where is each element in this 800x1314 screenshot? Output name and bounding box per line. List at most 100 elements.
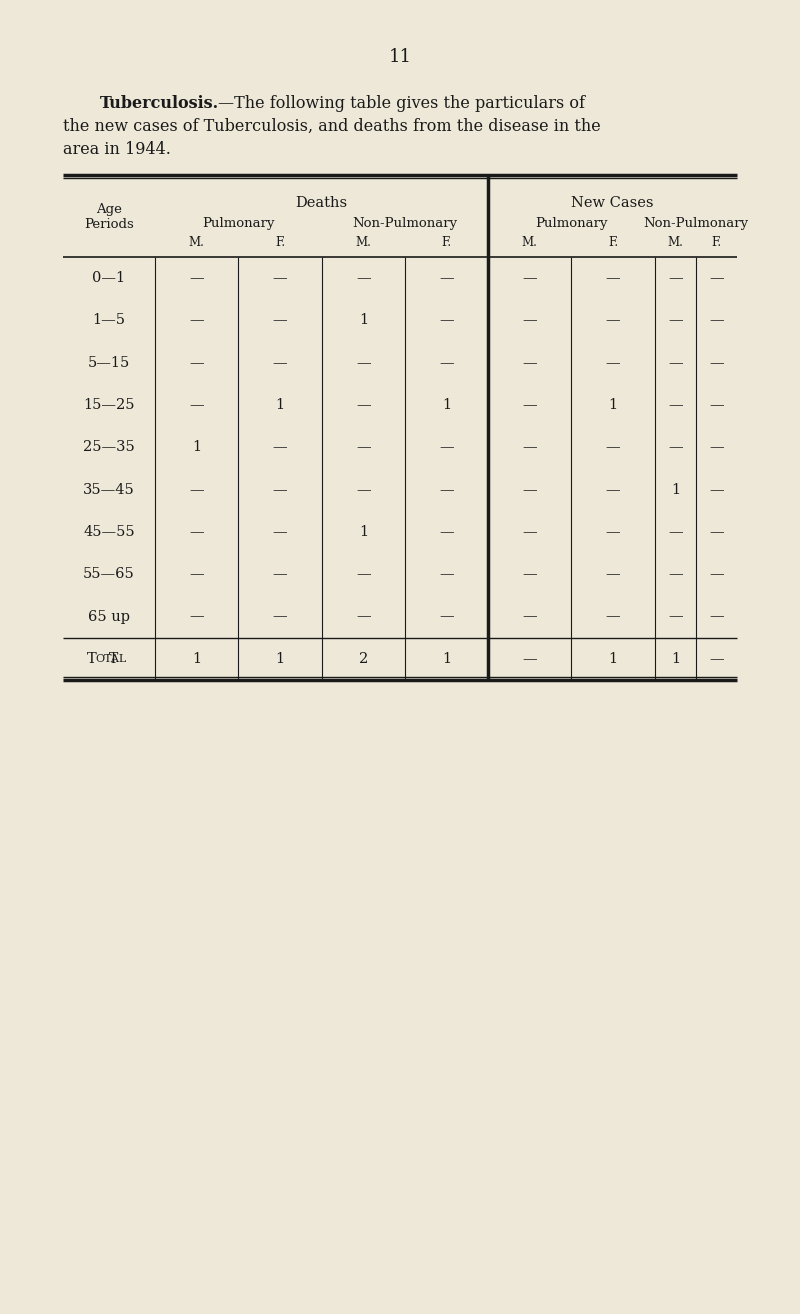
Text: 45—55: 45—55 (83, 526, 135, 539)
Text: —: — (439, 440, 454, 455)
Text: —: — (606, 526, 620, 539)
Text: —: — (356, 356, 371, 369)
Text: Tuberculosis.: Tuberculosis. (100, 95, 219, 112)
Text: —: — (356, 610, 371, 624)
Text: —: — (189, 398, 204, 413)
Text: 5—15: 5—15 (88, 356, 130, 369)
Text: —: — (273, 314, 287, 327)
Text: —: — (522, 356, 537, 369)
Text: 1: 1 (275, 652, 285, 666)
Text: —: — (668, 271, 683, 285)
Text: —: — (606, 568, 620, 581)
Text: —: — (273, 440, 287, 455)
Text: —: — (709, 482, 724, 497)
Text: —: — (709, 271, 724, 285)
Text: —: — (439, 568, 454, 581)
Text: —: — (668, 440, 683, 455)
Text: 65 up: 65 up (88, 610, 130, 624)
Text: —: — (709, 652, 724, 666)
Text: —: — (522, 652, 537, 666)
Text: Deaths: Deaths (295, 196, 347, 210)
Text: 1: 1 (359, 314, 368, 327)
Text: F.: F. (608, 235, 618, 248)
Text: —: — (709, 356, 724, 369)
Text: —: — (606, 314, 620, 327)
Text: T: T (109, 652, 118, 666)
Text: —: — (522, 482, 537, 497)
Text: —: — (273, 356, 287, 369)
Text: —: — (709, 440, 724, 455)
Text: —: — (273, 526, 287, 539)
Text: 11: 11 (389, 49, 411, 66)
Text: OTAL: OTAL (95, 654, 126, 664)
Text: —: — (439, 610, 454, 624)
Text: —: — (709, 526, 724, 539)
Text: —: — (709, 314, 724, 327)
Text: —: — (606, 356, 620, 369)
Text: 1: 1 (192, 652, 201, 666)
Text: Age
Periods: Age Periods (84, 202, 134, 231)
Text: —: — (439, 314, 454, 327)
Text: area in 1944.: area in 1944. (63, 141, 171, 158)
Text: New Cases: New Cases (571, 196, 654, 210)
Text: —: — (668, 398, 683, 413)
Text: M.: M. (355, 235, 371, 248)
Text: —: — (522, 440, 537, 455)
Text: —: — (189, 314, 204, 327)
Text: —: — (356, 482, 371, 497)
Text: —: — (522, 314, 537, 327)
Text: —: — (189, 271, 204, 285)
Text: 1—5: 1—5 (93, 314, 126, 327)
Text: —: — (606, 482, 620, 497)
Text: —: — (606, 440, 620, 455)
Text: 1: 1 (275, 398, 285, 413)
Text: 1: 1 (359, 526, 368, 539)
Text: 1: 1 (609, 652, 618, 666)
Text: —: — (189, 568, 204, 581)
Text: —: — (439, 356, 454, 369)
Text: —: — (668, 610, 683, 624)
Text: 15—25: 15—25 (83, 398, 134, 413)
Text: —: — (668, 526, 683, 539)
Text: 1: 1 (609, 398, 618, 413)
Text: 0—1: 0—1 (93, 271, 126, 285)
Text: 55—65: 55—65 (83, 568, 135, 581)
Text: —: — (439, 526, 454, 539)
Text: —: — (356, 440, 371, 455)
Text: 25—35: 25—35 (83, 440, 135, 455)
Text: —: — (356, 568, 371, 581)
Text: —: — (668, 356, 683, 369)
Text: F.: F. (275, 235, 285, 248)
Text: T: T (87, 652, 97, 666)
Text: —: — (522, 526, 537, 539)
Text: —: — (356, 271, 371, 285)
Text: 1: 1 (442, 652, 451, 666)
Text: 1: 1 (671, 482, 680, 497)
Text: —: — (356, 398, 371, 413)
Text: Non-Pulmonary: Non-Pulmonary (643, 217, 749, 230)
Text: M.: M. (522, 235, 538, 248)
Text: Non-Pulmonary: Non-Pulmonary (353, 217, 458, 230)
Text: 1: 1 (442, 398, 451, 413)
Text: —: — (189, 356, 204, 369)
Text: —: — (668, 314, 683, 327)
Text: —: — (606, 271, 620, 285)
Text: M.: M. (667, 235, 683, 248)
Text: —: — (189, 526, 204, 539)
Text: —The following table gives the particulars of: —The following table gives the particula… (218, 95, 585, 112)
Text: —: — (189, 610, 204, 624)
Text: Pulmonary: Pulmonary (535, 217, 608, 230)
Text: 2: 2 (359, 652, 368, 666)
Text: —: — (522, 610, 537, 624)
Text: —: — (273, 568, 287, 581)
Text: F.: F. (711, 235, 722, 248)
Text: —: — (439, 271, 454, 285)
Text: —: — (522, 568, 537, 581)
Text: —: — (606, 610, 620, 624)
Text: —: — (189, 482, 204, 497)
Text: M.: M. (189, 235, 205, 248)
Text: —: — (522, 398, 537, 413)
Text: 1: 1 (671, 652, 680, 666)
Text: —: — (709, 610, 724, 624)
Text: —: — (273, 482, 287, 497)
